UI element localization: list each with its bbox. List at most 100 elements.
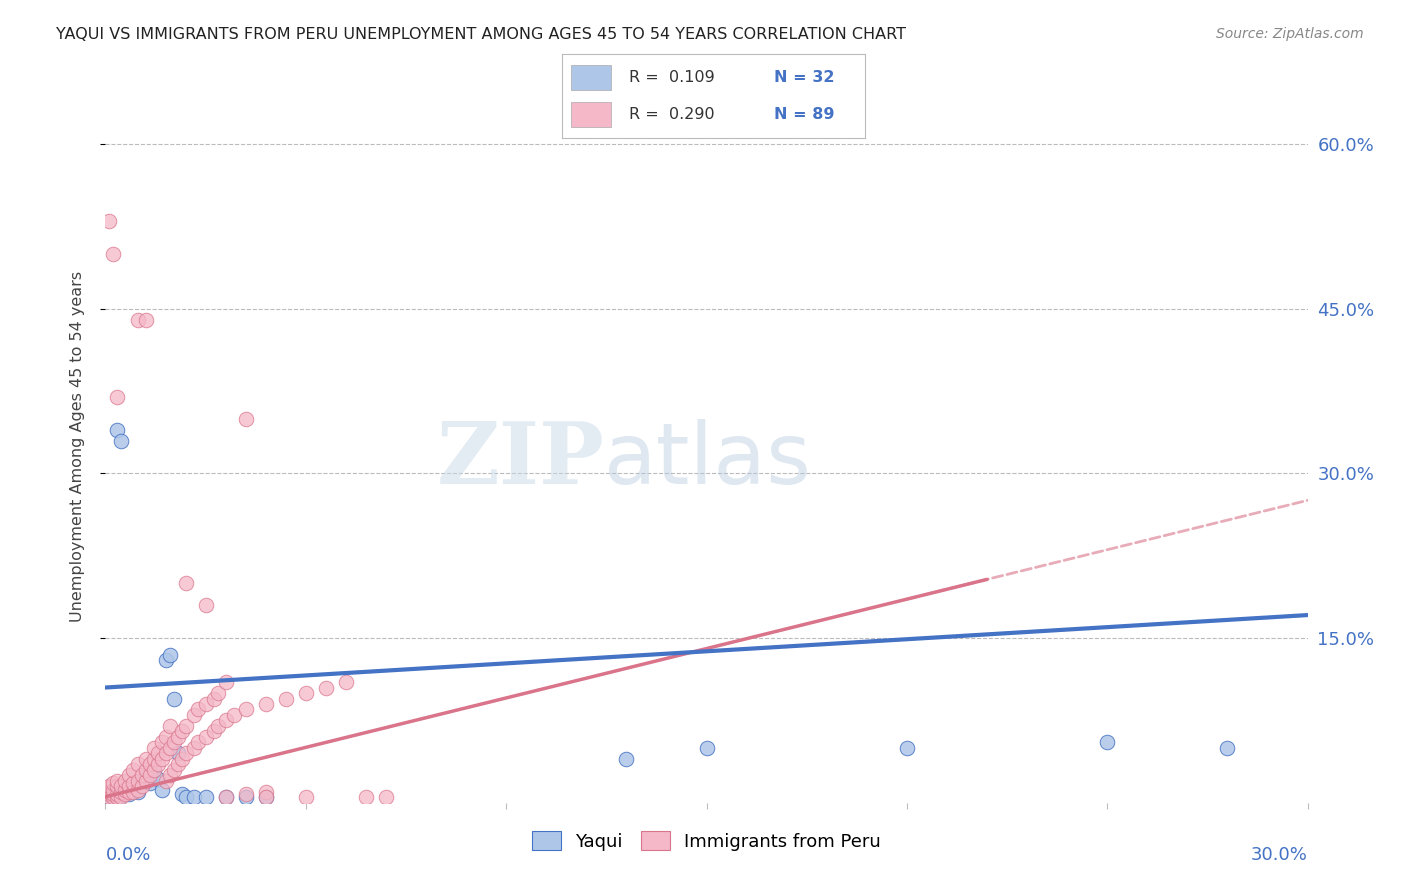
Point xyxy=(696,740,718,755)
Point xyxy=(135,773,157,788)
Point xyxy=(98,790,121,805)
FancyBboxPatch shape xyxy=(571,64,610,90)
Text: ZIP: ZIP xyxy=(437,418,605,502)
Point xyxy=(107,423,129,437)
Text: 30.0%: 30.0% xyxy=(1251,846,1308,863)
Point xyxy=(122,776,145,790)
Point xyxy=(107,787,129,801)
Point xyxy=(107,790,129,805)
Point xyxy=(162,763,184,777)
Point xyxy=(127,773,149,788)
Point xyxy=(103,247,125,261)
Text: R =  0.290: R = 0.290 xyxy=(628,107,714,122)
Point xyxy=(1216,740,1239,755)
Point xyxy=(159,740,181,755)
Point xyxy=(235,411,257,425)
Point xyxy=(187,702,209,716)
Point xyxy=(103,787,125,801)
Point xyxy=(295,790,318,805)
Point xyxy=(118,768,141,782)
Point xyxy=(114,782,136,797)
Point xyxy=(214,675,236,690)
Point xyxy=(214,714,236,728)
Point xyxy=(155,653,177,667)
Point xyxy=(127,312,149,326)
Point xyxy=(127,785,149,799)
Point xyxy=(194,730,217,744)
Point xyxy=(155,747,177,761)
Point xyxy=(202,691,225,706)
Point xyxy=(166,757,188,772)
Point xyxy=(114,787,136,801)
Point xyxy=(187,735,209,749)
Point xyxy=(235,790,257,805)
Point xyxy=(254,790,277,805)
FancyBboxPatch shape xyxy=(571,102,610,128)
Point xyxy=(110,780,132,794)
Point xyxy=(150,782,173,797)
Point xyxy=(122,780,145,794)
Point xyxy=(254,785,277,799)
Point xyxy=(118,787,141,801)
Point xyxy=(146,747,169,761)
Point xyxy=(135,763,157,777)
Point xyxy=(170,787,193,801)
Point xyxy=(127,782,149,797)
Point xyxy=(166,730,188,744)
Text: atlas: atlas xyxy=(605,418,813,502)
Point xyxy=(103,782,125,797)
Legend: Yaqui, Immigrants from Peru: Yaqui, Immigrants from Peru xyxy=(524,824,889,858)
Point xyxy=(98,214,121,228)
Point xyxy=(235,702,257,716)
Point xyxy=(138,757,160,772)
Point xyxy=(127,757,149,772)
Point xyxy=(110,434,132,448)
Point xyxy=(166,747,188,761)
Point xyxy=(107,785,129,799)
Point xyxy=(122,785,145,799)
Point xyxy=(103,776,125,790)
Point xyxy=(107,773,129,788)
Point xyxy=(155,730,177,744)
Text: Source: ZipAtlas.com: Source: ZipAtlas.com xyxy=(1216,27,1364,41)
Point xyxy=(155,773,177,788)
Point xyxy=(131,768,153,782)
Text: YAQUI VS IMMIGRANTS FROM PERU UNEMPLOYMENT AMONG AGES 45 TO 54 YEARS CORRELATION: YAQUI VS IMMIGRANTS FROM PERU UNEMPLOYME… xyxy=(56,27,907,42)
Point xyxy=(170,752,193,766)
Point xyxy=(110,790,132,805)
Point xyxy=(142,740,165,755)
Point xyxy=(110,789,132,804)
Point xyxy=(374,790,398,805)
Point xyxy=(162,735,184,749)
Point xyxy=(183,708,205,723)
Point xyxy=(174,790,197,805)
Point xyxy=(118,780,141,794)
Point xyxy=(214,790,236,805)
Point xyxy=(159,648,181,662)
Point xyxy=(194,697,217,711)
Point xyxy=(274,691,297,706)
Y-axis label: Unemployment Among Ages 45 to 54 years: Unemployment Among Ages 45 to 54 years xyxy=(70,270,84,622)
Point xyxy=(207,719,229,733)
Point xyxy=(135,768,157,782)
Text: 0.0%: 0.0% xyxy=(105,846,150,863)
Point xyxy=(142,752,165,766)
Point xyxy=(138,776,160,790)
Point xyxy=(194,790,217,805)
Point xyxy=(616,752,638,766)
Point xyxy=(146,772,169,786)
Point xyxy=(98,780,121,794)
Point xyxy=(98,787,121,801)
Point xyxy=(174,576,197,591)
Point xyxy=(183,740,205,755)
Point xyxy=(118,785,141,799)
Point xyxy=(135,752,157,766)
Point xyxy=(98,785,121,799)
Point xyxy=(207,686,229,700)
Point xyxy=(114,782,136,797)
Point xyxy=(235,787,257,801)
Point xyxy=(183,790,205,805)
Point xyxy=(162,691,184,706)
Point xyxy=(110,785,132,799)
Point xyxy=(142,763,165,777)
